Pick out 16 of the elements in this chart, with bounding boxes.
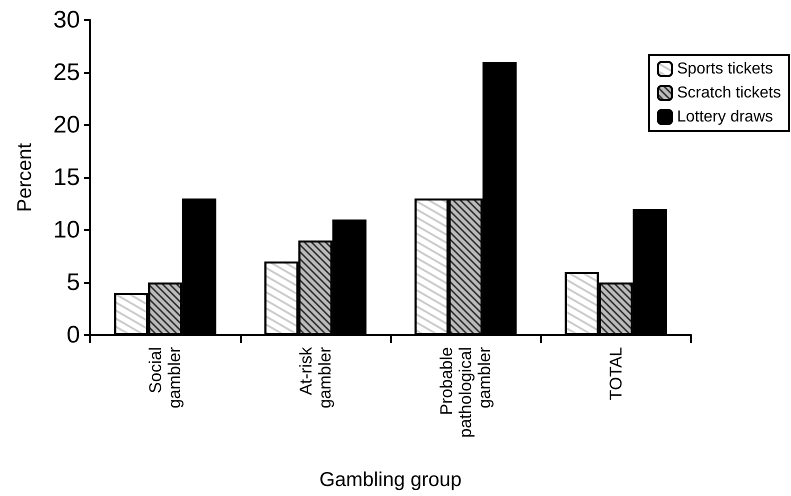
y-axis-title: Percent	[14, 142, 36, 212]
y-tick-label: 0	[66, 322, 80, 348]
y-tick-label: 20	[53, 112, 80, 138]
x-tick-label: TOTAL	[606, 347, 626, 400]
y-tick-label: 25	[53, 59, 80, 86]
x-tick-label: Social gambler	[146, 346, 184, 408]
x-tick-label: Probable pathological gambler	[437, 346, 494, 438]
y-tick-label: 15	[53, 164, 80, 191]
y-tick-label: 5	[66, 269, 80, 296]
legend-label: Sports tickets	[676, 60, 773, 78]
x-tick-label: At-risk gambler	[296, 346, 334, 408]
y-tick-label: 10	[53, 216, 80, 244]
y-tick-label: 30	[53, 6, 80, 34]
legend-label: Scratch tickets	[676, 84, 781, 102]
x-axis-title: Gambling group	[319, 469, 462, 491]
legend-label: Lottery draws	[676, 108, 774, 126]
